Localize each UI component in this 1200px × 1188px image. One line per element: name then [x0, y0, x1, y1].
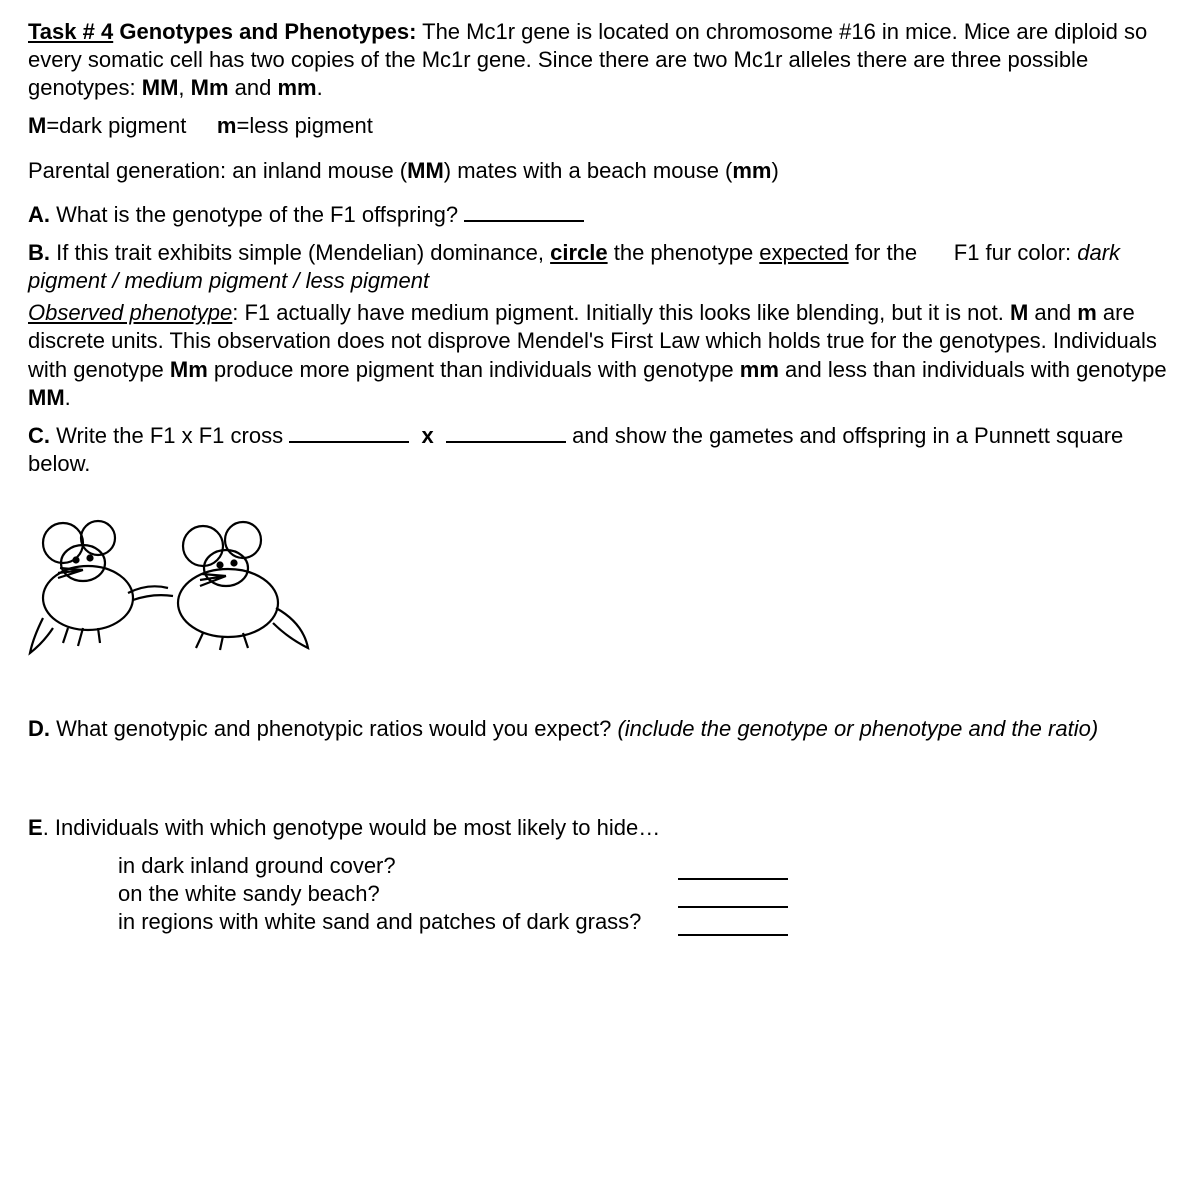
task-intro: Task # 4 Genotypes and Phenotypes: The M… — [28, 18, 1172, 102]
question-c: C. Write the F1 x F1 cross x and show th… — [28, 422, 1172, 478]
e-row3-text: in regions with white sand and patches o… — [118, 908, 678, 936]
question-e-row3: in regions with white sand and patches o… — [28, 908, 1172, 936]
label-d: D. — [28, 716, 50, 741]
allele-m-desc: =less pigment — [236, 113, 372, 138]
label-b: B. — [28, 240, 50, 265]
parental-mm-upper: MM — [407, 158, 444, 183]
blank-a[interactable] — [464, 202, 584, 222]
geno-mm-hetero: Mm — [191, 75, 229, 100]
allele-M-desc: =dark pigment — [46, 113, 186, 138]
f1-fur-label: F1 fur color: — [954, 240, 1077, 265]
question-a-text: What is the genotype of the F1 offspring… — [50, 202, 464, 227]
question-d: D. What genotypic and phenotypic ratios … — [28, 715, 1172, 743]
question-e-row2: on the white sandy beach? — [28, 880, 1172, 908]
blank-e3[interactable] — [678, 916, 788, 936]
e-row1-text: in dark inland ground cover? — [118, 852, 678, 880]
geno-mm-u: MM — [142, 75, 179, 100]
mice-icon — [28, 488, 318, 668]
circle-word: circle — [550, 240, 608, 265]
observed-label: Observed phenotype — [28, 300, 232, 325]
question-e: E. Individuals with which genotype would… — [28, 814, 1172, 842]
blank-e2[interactable] — [678, 888, 788, 908]
label-a: A. — [28, 202, 50, 227]
blank-e1[interactable] — [678, 860, 788, 880]
question-e-row1: in dark inland ground cover? — [28, 852, 1172, 880]
blank-c-right[interactable] — [446, 423, 566, 443]
allele-M-label: M — [28, 113, 46, 138]
e-row2-text: on the white sandy beach? — [118, 880, 678, 908]
label-c: C. — [28, 423, 50, 448]
blank-c-left[interactable] — [289, 423, 409, 443]
mice-illustration — [28, 488, 1172, 675]
allele-legend: M=dark pigment m=less pigment — [28, 112, 1172, 140]
cross-x: x — [421, 423, 433, 448]
expected-word: expected — [759, 240, 848, 265]
observed-phenotype: Observed phenotype: F1 actually have med… — [28, 299, 1172, 412]
question-d-hint: (include the genotype or phenotype and t… — [617, 716, 1098, 741]
question-a: A. What is the genotype of the F1 offspr… — [28, 201, 1172, 229]
allele-m-label: m — [217, 113, 237, 138]
parental-generation: Parental generation: an inland mouse (MM… — [28, 157, 1172, 185]
question-b: B. If this trait exhibits simple (Mendel… — [28, 239, 1172, 295]
parental-mm-lower: mm — [732, 158, 771, 183]
label-e: E — [28, 815, 43, 840]
geno-mm-l: mm — [277, 75, 316, 100]
task-number: Task # 4 — [28, 19, 113, 44]
task-title: Genotypes and Phenotypes: — [119, 19, 416, 44]
